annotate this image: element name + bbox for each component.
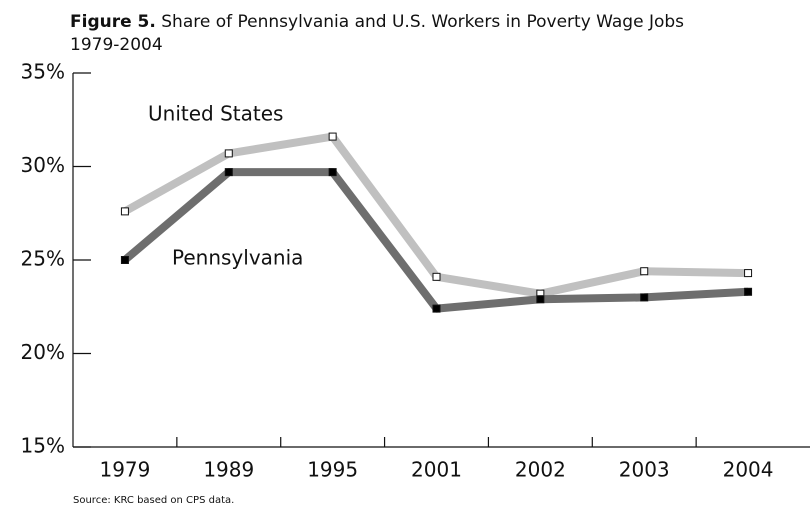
data-point — [744, 269, 753, 278]
source-note: Source: KRC based on CPS data. — [73, 495, 234, 506]
legend-label: United States — [148, 102, 283, 126]
y-tick-label: 15% — [21, 434, 65, 458]
data-point — [744, 287, 753, 296]
chart-title: Figure 5. Share of Pennsylvania and U.S.… — [70, 12, 684, 32]
data-point — [120, 207, 129, 216]
series-line — [122, 168, 749, 313]
data-point — [224, 149, 233, 158]
data-point — [640, 267, 649, 276]
data-point — [328, 168, 337, 177]
data-point — [640, 293, 649, 302]
y-tick-label: 35% — [21, 60, 65, 84]
y-tick-label: 30% — [21, 153, 65, 177]
x-tick-label: 1995 — [307, 458, 358, 482]
y-tick-label: 25% — [21, 247, 65, 271]
chart-subtitle: 1979-2004 — [70, 35, 163, 55]
data-point — [120, 256, 129, 264]
title-label: Figure 5. — [70, 12, 156, 32]
x-tick-label: 1989 — [203, 458, 254, 482]
data-point — [432, 304, 441, 313]
series-line — [122, 132, 749, 298]
x-tick-label: 2003 — [619, 458, 670, 482]
data-point — [432, 272, 441, 281]
title-text: Share of Pennsylvania and U.S. Workers i… — [161, 12, 684, 32]
x-tick-label: 1979 — [99, 458, 150, 482]
y-tick-label: 20% — [21, 340, 65, 364]
legend-label: Pennsylvania — [172, 246, 303, 270]
x-tick-label: 2002 — [515, 458, 566, 482]
x-tick-label: 2004 — [723, 458, 774, 482]
data-point — [536, 295, 545, 304]
data-point — [328, 132, 337, 141]
x-tick-label: 2001 — [411, 458, 462, 482]
data-point — [224, 168, 233, 177]
